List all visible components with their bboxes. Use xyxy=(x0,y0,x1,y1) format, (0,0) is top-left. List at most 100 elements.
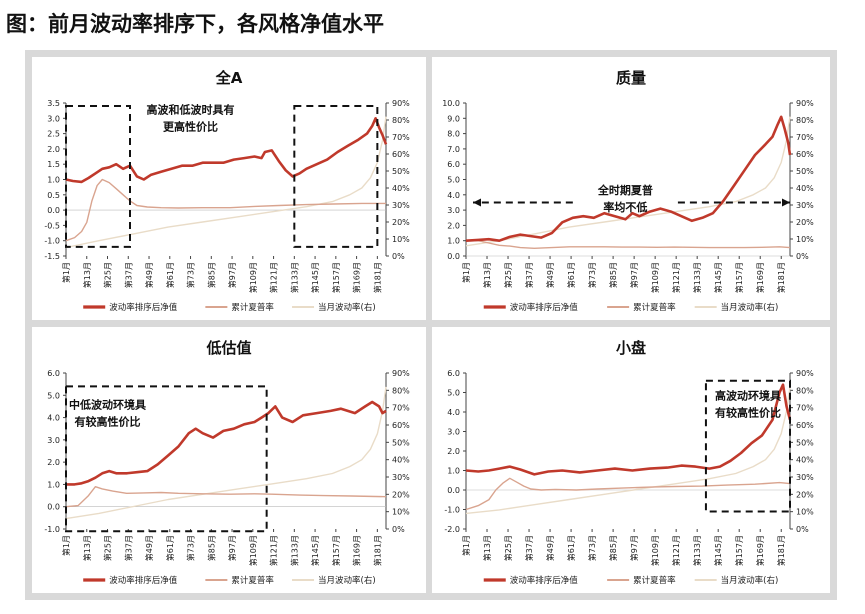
left-tick-label: 1.5 xyxy=(47,160,60,169)
arrow-head xyxy=(782,198,790,207)
x-tick-label: 第157月 xyxy=(734,535,744,566)
right-tick-label: 40% xyxy=(392,184,410,193)
right-tick-label: 0% xyxy=(796,252,809,261)
x-tick-label: 第169月 xyxy=(755,535,765,566)
legend-item: 当月波动率(右) xyxy=(694,302,778,313)
legend-label: 波动率排序后净值 xyxy=(109,575,178,586)
right-tick-label: 30% xyxy=(796,201,814,210)
x-tick-label: 第85月 xyxy=(206,535,216,561)
x-tick-label: 第133月 xyxy=(692,535,702,566)
left-tick-label: 0.0 xyxy=(47,503,60,512)
x-tick-label: 第61月 xyxy=(566,535,576,561)
left-tick-label: 0.0 xyxy=(47,206,60,215)
left-tick-label: 4.0 xyxy=(447,191,460,200)
left-tick-label: 2.0 xyxy=(447,447,460,456)
chart-title: 低估值 xyxy=(205,339,251,357)
left-tick-label: 7.0 xyxy=(447,145,460,154)
volatility-line xyxy=(465,386,791,515)
right-tick-label: 50% xyxy=(796,167,814,176)
right-tick-label: 30% xyxy=(796,473,814,482)
x-tick-label: 第169月 xyxy=(755,262,765,293)
x-tick-label: 第181月 xyxy=(372,535,382,566)
right-tick-label: 10% xyxy=(796,508,814,517)
right-tick-label: 10% xyxy=(392,508,410,517)
left-tick-label: 0.5 xyxy=(47,191,60,200)
x-tick-label: 第109月 xyxy=(650,262,660,293)
x-tick-label: 第37月 xyxy=(524,535,534,561)
right-tick-label: 30% xyxy=(392,201,410,210)
annotation-text: 有较高性价比 xyxy=(75,415,141,429)
left-tick-label: 2.0 xyxy=(47,145,60,154)
x-tick-label: 第13月 xyxy=(82,535,92,561)
right-tick-label: 30% xyxy=(392,473,410,482)
right-tick-label: 60% xyxy=(796,421,814,430)
legend-item: 累计夏普率 xyxy=(205,302,274,313)
x-tick-label: 第49月 xyxy=(144,535,154,561)
nav-line xyxy=(65,117,388,184)
right-tick-label: 50% xyxy=(796,438,814,447)
highlight-box xyxy=(65,385,268,533)
sharpe-line xyxy=(65,486,387,508)
x-tick-label: 第37月 xyxy=(123,262,133,288)
x-tick-label: 第25月 xyxy=(103,535,113,561)
legend-item: 波动率排序后净值 xyxy=(83,302,178,313)
x-tick-label: 第169月 xyxy=(352,535,362,566)
right-tick-label: 20% xyxy=(796,490,814,499)
x-tick-label: 第85月 xyxy=(608,535,618,561)
x-tick-label: 第13月 xyxy=(82,262,92,288)
chart-title: 质量 xyxy=(616,69,646,87)
left-tick-label: 3.0 xyxy=(447,428,460,437)
chart-svg: 全A -1.5 -1.0 -0.5 0.0 0.5 1.0 1.5 2.0 2.5 3.0 3.5 0%… xyxy=(44,69,410,313)
x-tick-label: 第121月 xyxy=(671,262,681,293)
left-tick-label: 3.0 xyxy=(447,206,460,215)
legend-label: 累计夏普率 xyxy=(633,302,676,313)
right-tick-label: 90% xyxy=(392,369,410,378)
x-tick-label: 第121月 xyxy=(269,262,279,293)
legend-label: 当月波动率(右) xyxy=(318,575,376,586)
right-tick-label: 60% xyxy=(796,150,814,159)
chart-panel-small-cap: 小盘 -2.0 -1.0 0.0 1.0 2.0 3.0 4.0 5.0 6.0 0% 10% 20% 3… xyxy=(432,327,830,593)
legend-label: 累计夏普率 xyxy=(633,575,676,586)
x-tick-label: 第73月 xyxy=(186,535,196,561)
arrow-head xyxy=(473,198,482,207)
x-tick-label: 第73月 xyxy=(186,262,196,288)
right-tick-label: 20% xyxy=(392,490,410,499)
right-tick-label: 10% xyxy=(796,235,814,244)
left-tick-label: 4.0 xyxy=(47,414,60,423)
chart-svg: 小盘 -2.0 -1.0 0.0 1.0 2.0 3.0 4.0 5.0 6.0 0% 10% 20% 3… xyxy=(444,339,814,586)
left-tick-label: 2.0 xyxy=(47,458,60,467)
nav-line xyxy=(465,115,792,242)
left-tick-label: -1.0 xyxy=(444,506,460,515)
x-tick-label: 第109月 xyxy=(248,535,258,566)
x-tick-label: 第133月 xyxy=(289,262,299,293)
right-tick-label: 80% xyxy=(796,116,814,125)
right-tick-label: 20% xyxy=(796,218,814,227)
right-tick-label: 70% xyxy=(796,404,814,413)
annotation-text: 更高性价比 xyxy=(163,120,218,134)
left-tick-label: 2.0 xyxy=(447,221,460,230)
x-tick-label: 第13月 xyxy=(482,262,492,288)
legend-item: 累计夏普率 xyxy=(607,575,676,586)
legend-item: 波动率排序后净值 xyxy=(483,575,579,586)
x-tick-label: 第97月 xyxy=(629,535,639,561)
left-tick-label: 1.0 xyxy=(47,176,60,185)
left-tick-label: -1.0 xyxy=(44,237,60,246)
right-tick-label: 70% xyxy=(392,404,410,413)
x-tick-label: 第133月 xyxy=(692,262,702,293)
x-tick-label: 第25月 xyxy=(503,535,513,561)
x-tick-label: 第37月 xyxy=(123,535,133,561)
x-tick-label: 第61月 xyxy=(165,262,175,288)
legend-label: 波动率排序后净值 xyxy=(510,575,579,586)
right-tick-label: 60% xyxy=(392,421,410,430)
nav-line xyxy=(66,400,387,486)
left-tick-label: 3.0 xyxy=(47,436,60,445)
legend-item: 波动率排序后净值 xyxy=(83,575,178,586)
left-tick-label: -1.5 xyxy=(44,252,60,261)
chart-svg: 低估值 -1.0 0.0 1.0 2.0 3.0 4.0 5.0 6.0 0% 10% 20% 30% 4… xyxy=(44,339,410,586)
page-title: 图：前月波动率排序下，各风格净值水平 xyxy=(6,12,384,36)
highlight-box xyxy=(65,105,131,248)
x-tick-label: 第109月 xyxy=(650,535,660,566)
left-tick-label: 5.0 xyxy=(47,391,60,400)
chart-panel-low-valuation: 低估值 -1.0 0.0 1.0 2.0 3.0 4.0 5.0 6.0 0% 10% 20% 30% 4… xyxy=(32,327,426,593)
left-tick-label: 1.0 xyxy=(47,480,60,489)
